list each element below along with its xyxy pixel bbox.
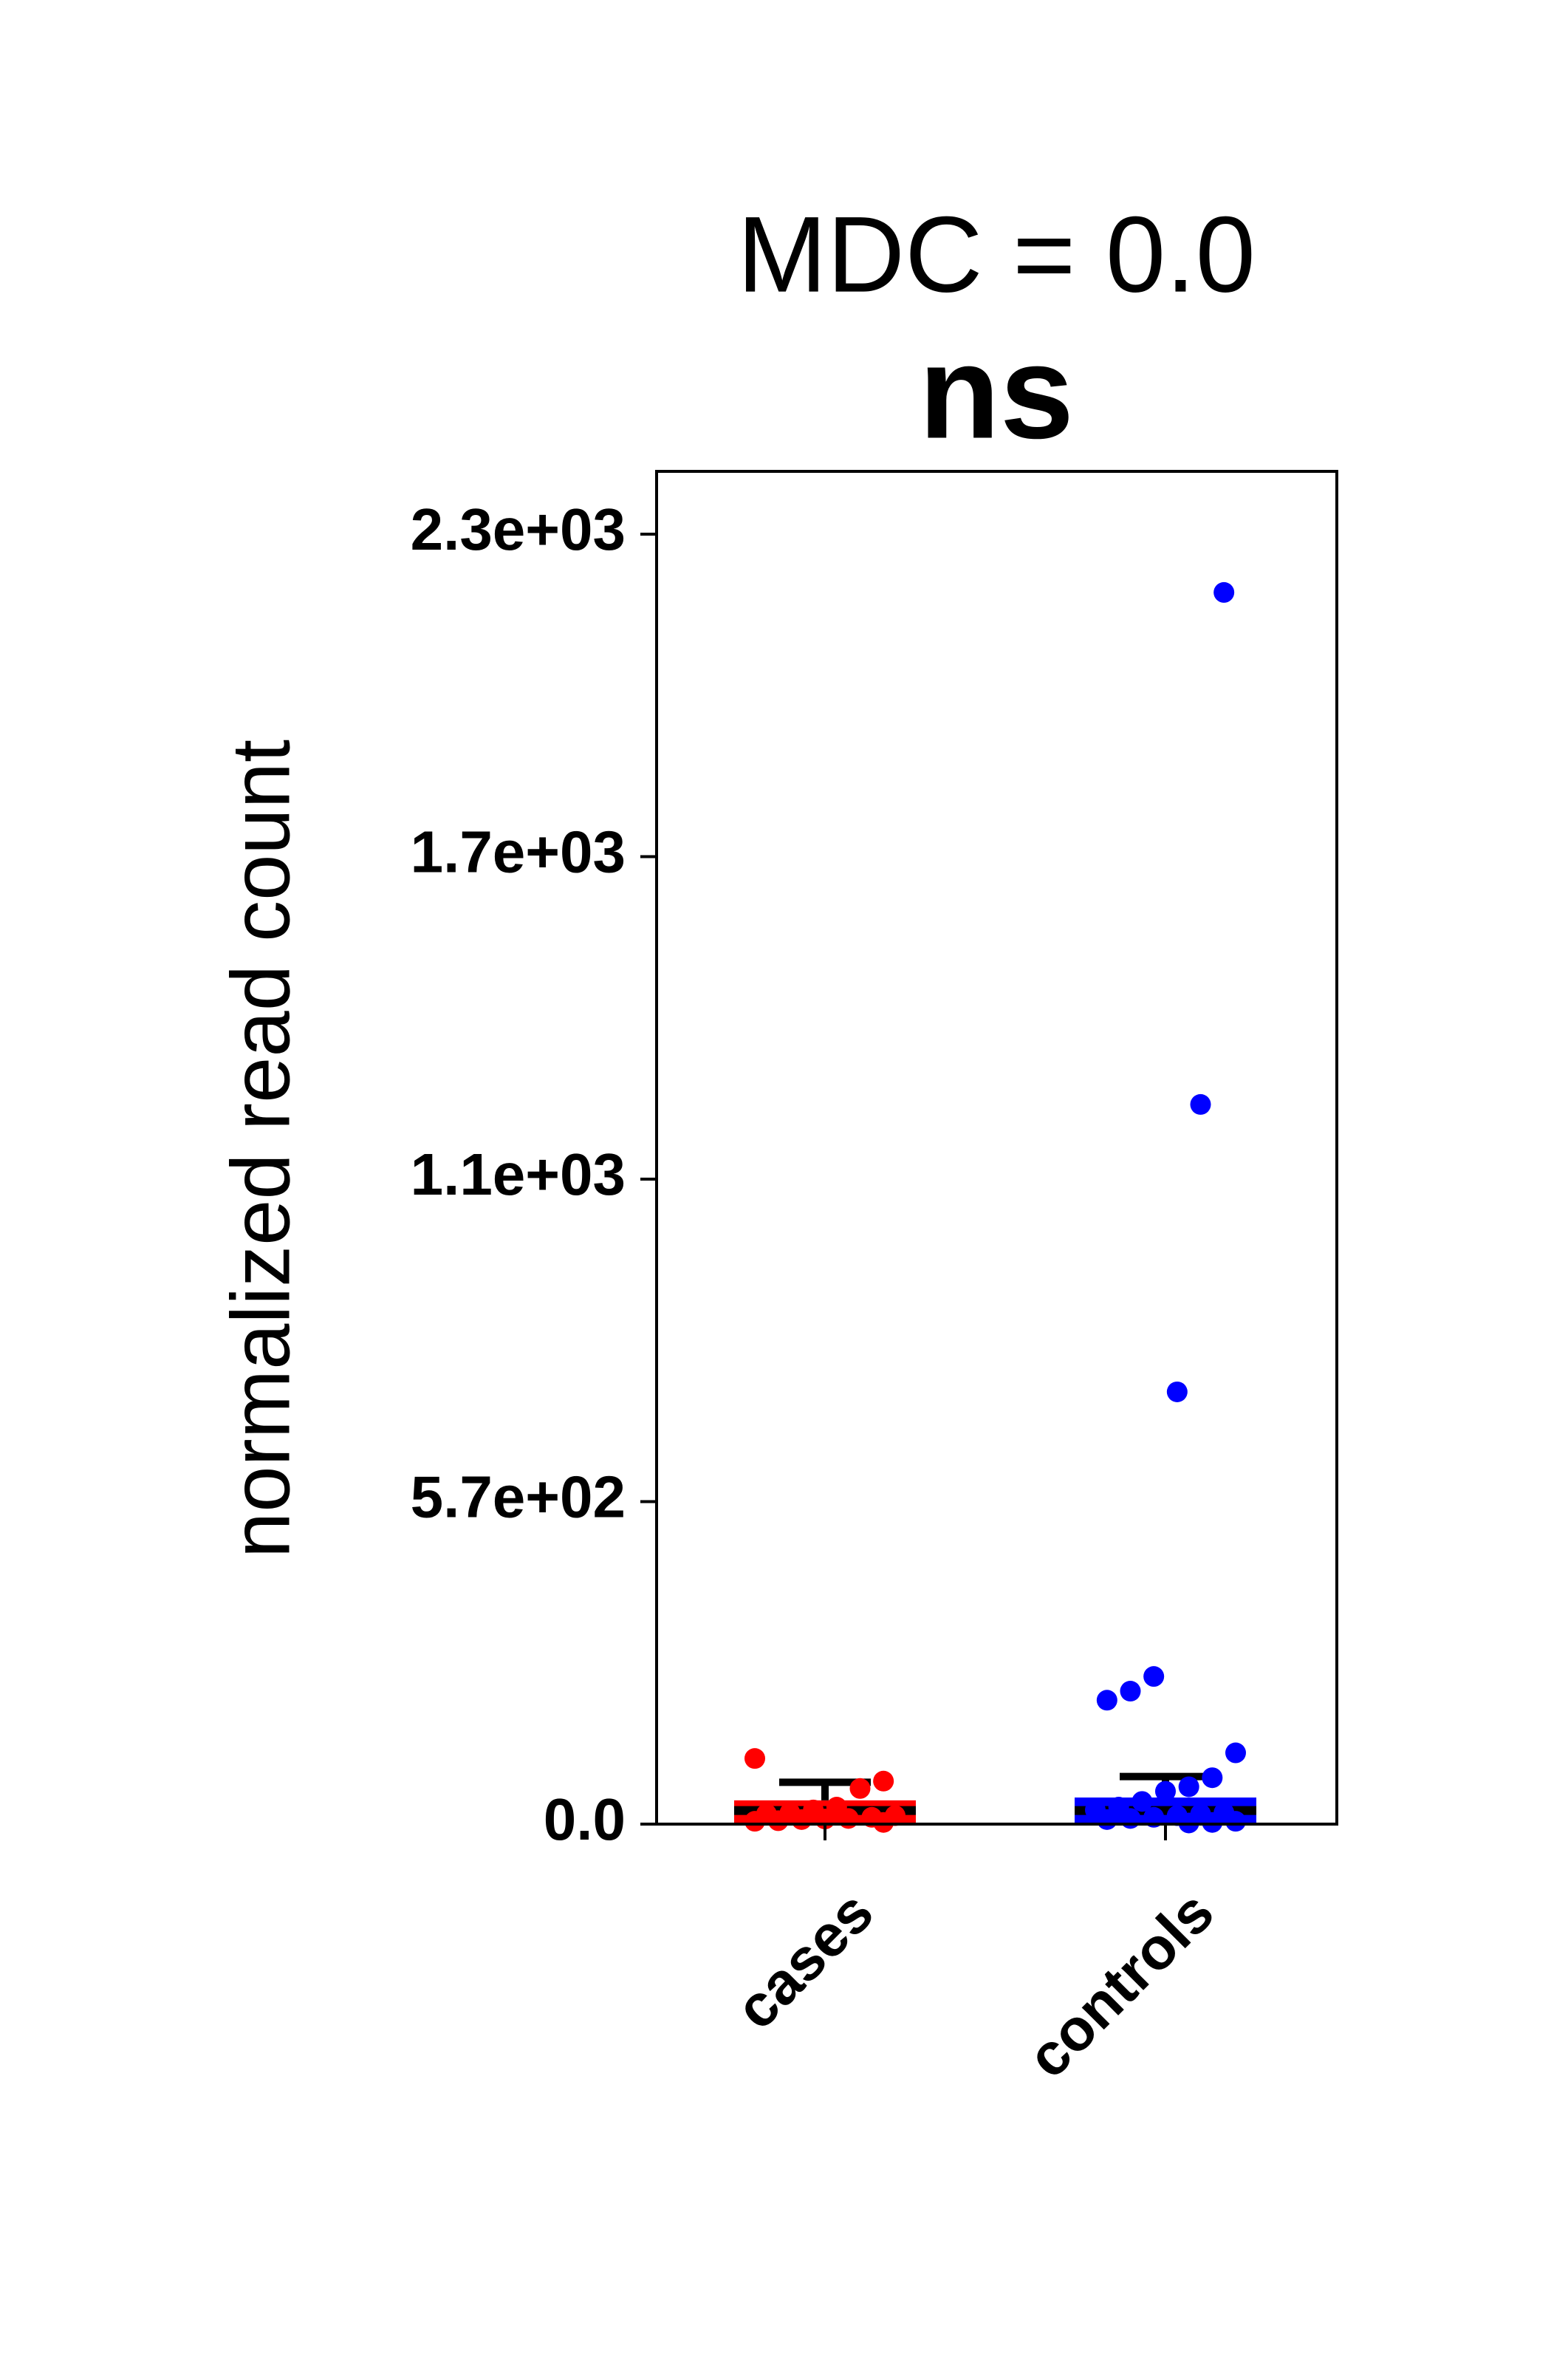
data-point <box>1120 1681 1141 1702</box>
data-point <box>1225 1811 1246 1832</box>
plot-frame <box>655 470 1338 1826</box>
data-point <box>1155 1781 1176 1802</box>
chart-subtitle: ns <box>919 318 1074 467</box>
data-point <box>744 1748 765 1769</box>
x-tick-label: controls <box>1015 1879 1226 2090</box>
data-point <box>1143 1666 1165 1687</box>
data-point <box>1190 1093 1211 1115</box>
y-tick-label: 2.3e+03 <box>411 496 626 562</box>
data-point <box>873 1770 894 1792</box>
data-point <box>1096 1809 1117 1830</box>
data-point <box>1120 1808 1141 1829</box>
data-point <box>1202 1767 1223 1789</box>
y-tick-label: 1.1e+03 <box>411 1141 626 1207</box>
y-tick-label: 5.7e+02 <box>411 1464 626 1530</box>
data-point <box>744 1811 765 1832</box>
data-point <box>1166 1381 1188 1402</box>
data-point <box>1213 581 1235 603</box>
data-point <box>767 1810 789 1831</box>
data-point <box>849 1778 871 1799</box>
data-point <box>838 1808 859 1829</box>
y-tick-label: 1.7e+03 <box>411 819 626 885</box>
y-axis-label: normalized read count <box>215 740 307 1558</box>
data-point <box>791 1809 812 1830</box>
data-point <box>1178 1776 1199 1798</box>
data-point <box>1143 1806 1165 1828</box>
data-point <box>1096 1690 1117 1711</box>
x-tick-label: cases <box>723 1879 886 2041</box>
data-point <box>1202 1812 1223 1833</box>
data-point <box>1132 1791 1153 1812</box>
data-point <box>1225 1742 1246 1764</box>
y-tick-label: 0.0 <box>544 1786 626 1852</box>
data-point <box>873 1812 894 1833</box>
chart-title: MDC = 0.0 <box>737 194 1256 315</box>
